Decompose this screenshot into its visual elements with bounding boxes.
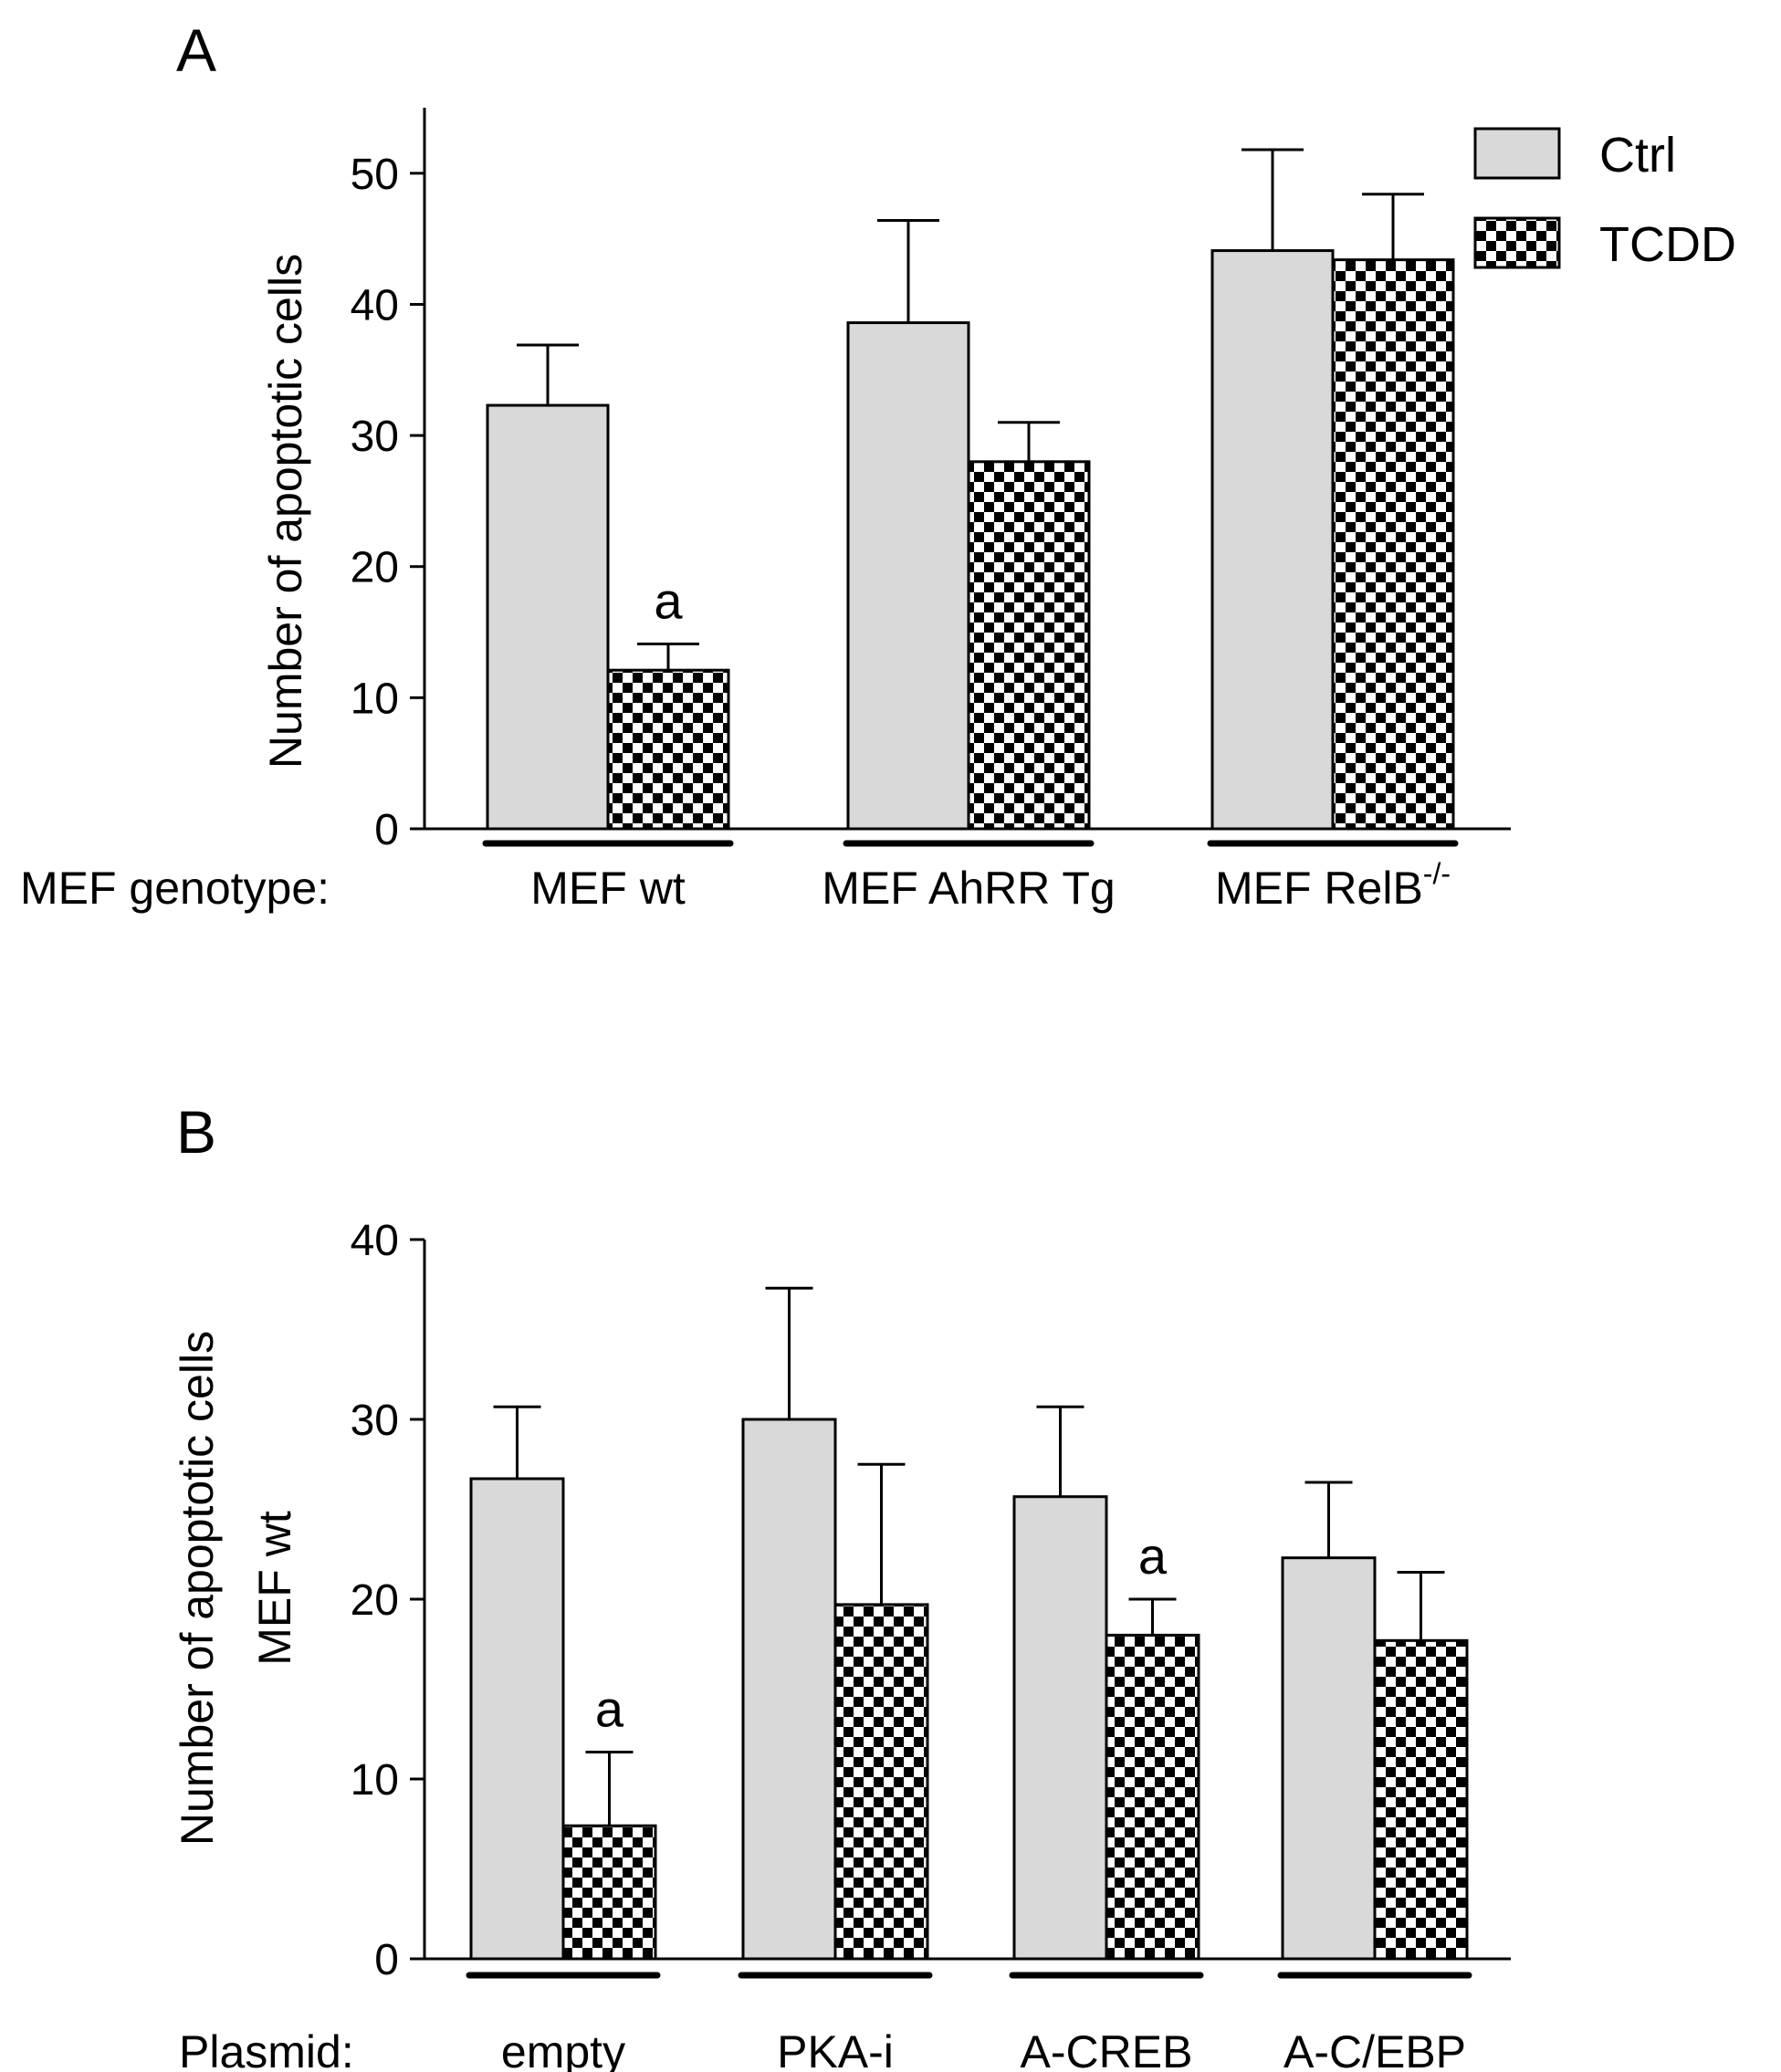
panel-a-plot: 0 10 20 30 40 50 a MEF wt MEF AhRR Tg MEF RelB-/- <box>351 108 1511 914</box>
panel-b-bar-ctrl-a-creb <box>1012 1495 1108 1961</box>
panel-a-y-axis-title: Number of apoptotic cells <box>260 254 311 769</box>
panel-b-category-label-text: PKA-i <box>777 2026 894 2072</box>
panel-b-category-label-a-c-ebp: A-C/EBP <box>1283 2026 1466 2072</box>
legend-swatch-tcdd <box>1473 216 1561 269</box>
panel-a-x-prefix: MEF genotype: <box>20 863 330 914</box>
panel-a-y-tick-label: 20 <box>351 544 399 592</box>
panel-b-y-tick-label: 10 <box>351 1756 399 1805</box>
legend-swatch-ctrl <box>1473 127 1561 180</box>
panel-a-y-tick-label: 10 <box>351 675 399 723</box>
panel-b-label: B <box>176 1098 216 1166</box>
panel-a-bar-tcdd-mef-relb <box>1331 258 1455 831</box>
panel-a-category-label-mef-ahrr-tg: MEF AhRR Tg <box>822 863 1115 914</box>
panel-a-bar-tcdd-mef-wt <box>606 668 730 831</box>
panel-b-category-label-text: A-C/EBP <box>1283 2026 1466 2072</box>
panel-b-y-axis-title-line1: Number of apoptotic cells <box>172 1331 223 1846</box>
legend: Ctrl TCDD <box>1473 127 1736 272</box>
panel-a-bar-tcdd-mef-ahrr-tg <box>967 460 1091 831</box>
panel-b-category-label-text: A-CREB <box>1021 2026 1193 2072</box>
panel-b-significance-label-empty: a <box>595 1680 624 1737</box>
panel-a-label: A <box>176 16 216 84</box>
panel-b-bar-ctrl-pka-i <box>741 1418 837 1961</box>
panel-b-x-prefix: Plasmid: <box>179 2026 354 2072</box>
panel-a-category-label-text: MEF wt <box>530 863 686 914</box>
panel-a-category-superscript: -/- <box>1423 857 1451 890</box>
panel-a-category-label-mef-wt: MEF wt <box>530 863 686 914</box>
panel-b-y-tick-label: 20 <box>351 1576 399 1625</box>
panel-b-bar-tcdd-a-c-ebp <box>1373 1638 1469 1961</box>
legend-label-ctrl: Ctrl <box>1599 128 1676 183</box>
panel-a-category-label-text: MEF RelB <box>1215 863 1423 914</box>
panel-a: A Number of apoptotic cells MEF genotype… <box>20 16 1736 914</box>
panel-b-category-label-empty: empty <box>501 2026 625 2072</box>
panel-b-y-tick-label: 40 <box>351 1217 399 1265</box>
panel-b-bar-ctrl-empty <box>469 1477 565 1961</box>
panel-a-y-tick-label: 30 <box>351 413 399 461</box>
panel-a-y-tick-label: 0 <box>374 806 399 854</box>
legend-label-tcdd: TCDD <box>1599 217 1736 272</box>
panel-b-bar-ctrl-a-c-ebp <box>1281 1556 1377 1961</box>
panel-b-category-label-text: empty <box>501 2026 625 2072</box>
panel-b-y-axis-title-line2: MEF wt <box>249 1511 300 1666</box>
panel-b-y-tick-label: 0 <box>374 1936 399 1984</box>
panel-b-bar-tcdd-a-creb <box>1105 1633 1200 1961</box>
panel-a-bar-ctrl-mef-wt <box>486 403 610 831</box>
panel-b-category-label-a-creb: A-CREB <box>1021 2026 1193 2072</box>
panel-b-significance-label-a-creb: a <box>1138 1527 1168 1585</box>
panel-a-category-label-text: MEF AhRR Tg <box>822 863 1115 914</box>
panel-a-bar-ctrl-mef-ahrr-tg <box>846 321 970 831</box>
panel-b-y-tick-label: 30 <box>351 1397 399 1445</box>
panel-a-bar-ctrl-mef-relb <box>1210 249 1335 831</box>
panel-b-bar-tcdd-pka-i <box>833 1603 929 1961</box>
panel-a-y-tick-label: 40 <box>351 281 399 330</box>
panel-a-y-tick-label: 50 <box>351 151 399 199</box>
panel-b-category-label-pka-i: PKA-i <box>777 2026 894 2072</box>
panel-a-significance-label-mef-wt: a <box>654 571 683 629</box>
panel-b: B Number of apoptotic cells MEF wt Plasm… <box>172 1098 1511 2072</box>
panel-b-plot: 0 10 20 30 40 a empty PKA-i a A-CREB A-C/EBP <box>351 1217 1511 2072</box>
panel-a-category-label-mef-relb: MEF RelB-/- <box>1215 857 1451 914</box>
panel-b-bar-tcdd-empty <box>561 1824 657 1961</box>
